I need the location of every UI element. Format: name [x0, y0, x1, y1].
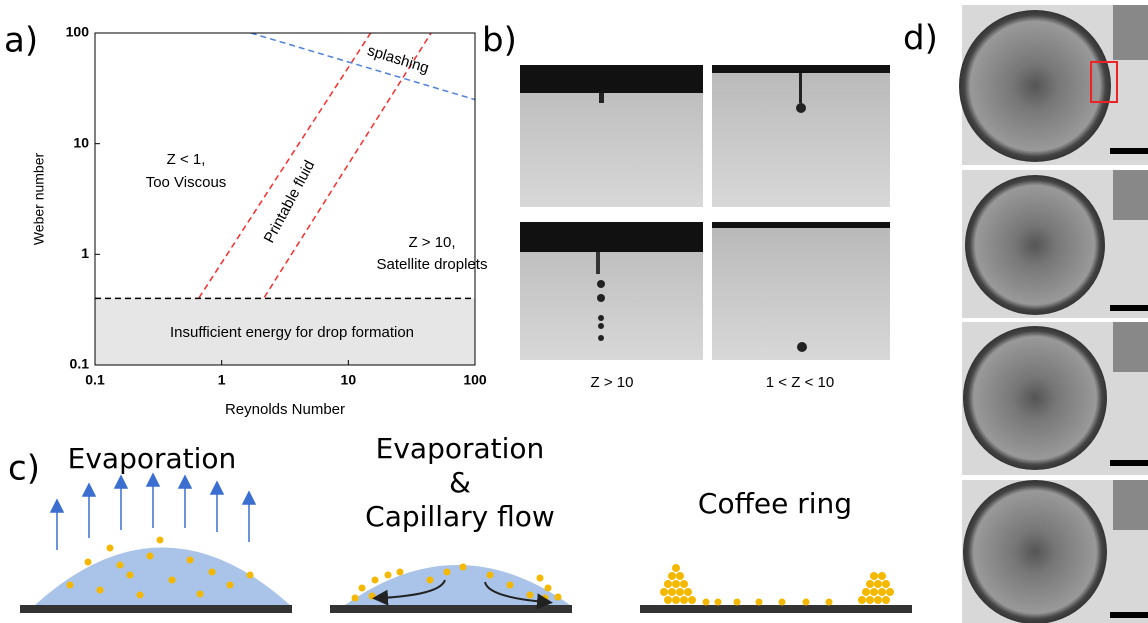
stage-title: Capillary flow — [365, 500, 555, 533]
y-tick-label: 100 — [66, 24, 90, 40]
annotation: Z < 1, — [167, 151, 206, 168]
caption: Z > 10 — [591, 374, 634, 391]
x-tick-label: 1 — [218, 372, 226, 388]
chart-a: 0.1 1 10 100 0.1 1 10 100 Reynolds Number Weber n… — [4, 21, 487, 418]
arrows — [51, 474, 255, 550]
stage-title: & — [449, 466, 471, 499]
annotation: Satellite droplets — [377, 256, 488, 273]
figure: 0.1 1 10 100 0.1 1 10 100 Reynolds Number Weber n… — [0, 0, 1148, 623]
y-axis-label: Weber number — [31, 152, 47, 245]
annotation: Too Viscous — [146, 174, 227, 191]
panel-label: d) — [903, 19, 938, 59]
panel-label: a) — [4, 21, 38, 61]
panel-c: c) Evaporation Evaporation & Capillary f… — [8, 432, 912, 613]
panel-b: b) Z > 10 1 < Z < 10 — [482, 21, 890, 391]
x-tick-label: 100 — [463, 372, 487, 388]
panel-label: c) — [8, 449, 40, 489]
panel-d: d) — [903, 5, 1148, 623]
annotation: Insufficient energy for drop formation — [170, 324, 414, 341]
photo — [520, 65, 890, 360]
caption: 1 < Z < 10 — [766, 374, 834, 391]
y-tick-label: 1 — [81, 245, 89, 261]
x-tick-label: 10 — [341, 372, 357, 388]
panel-label: b) — [482, 21, 517, 61]
x-axis-label: Reynolds Number — [225, 401, 345, 418]
stage-title: Evaporation — [68, 442, 237, 475]
annotation: Z > 10, — [408, 234, 455, 251]
stage-title: Coffee ring — [698, 487, 852, 520]
y-tick-label: 0.1 — [70, 356, 90, 372]
y-tick-label: 10 — [73, 134, 89, 150]
stage-title: Evaporation — [376, 432, 545, 465]
x-tick-label: 0.1 — [85, 372, 105, 388]
